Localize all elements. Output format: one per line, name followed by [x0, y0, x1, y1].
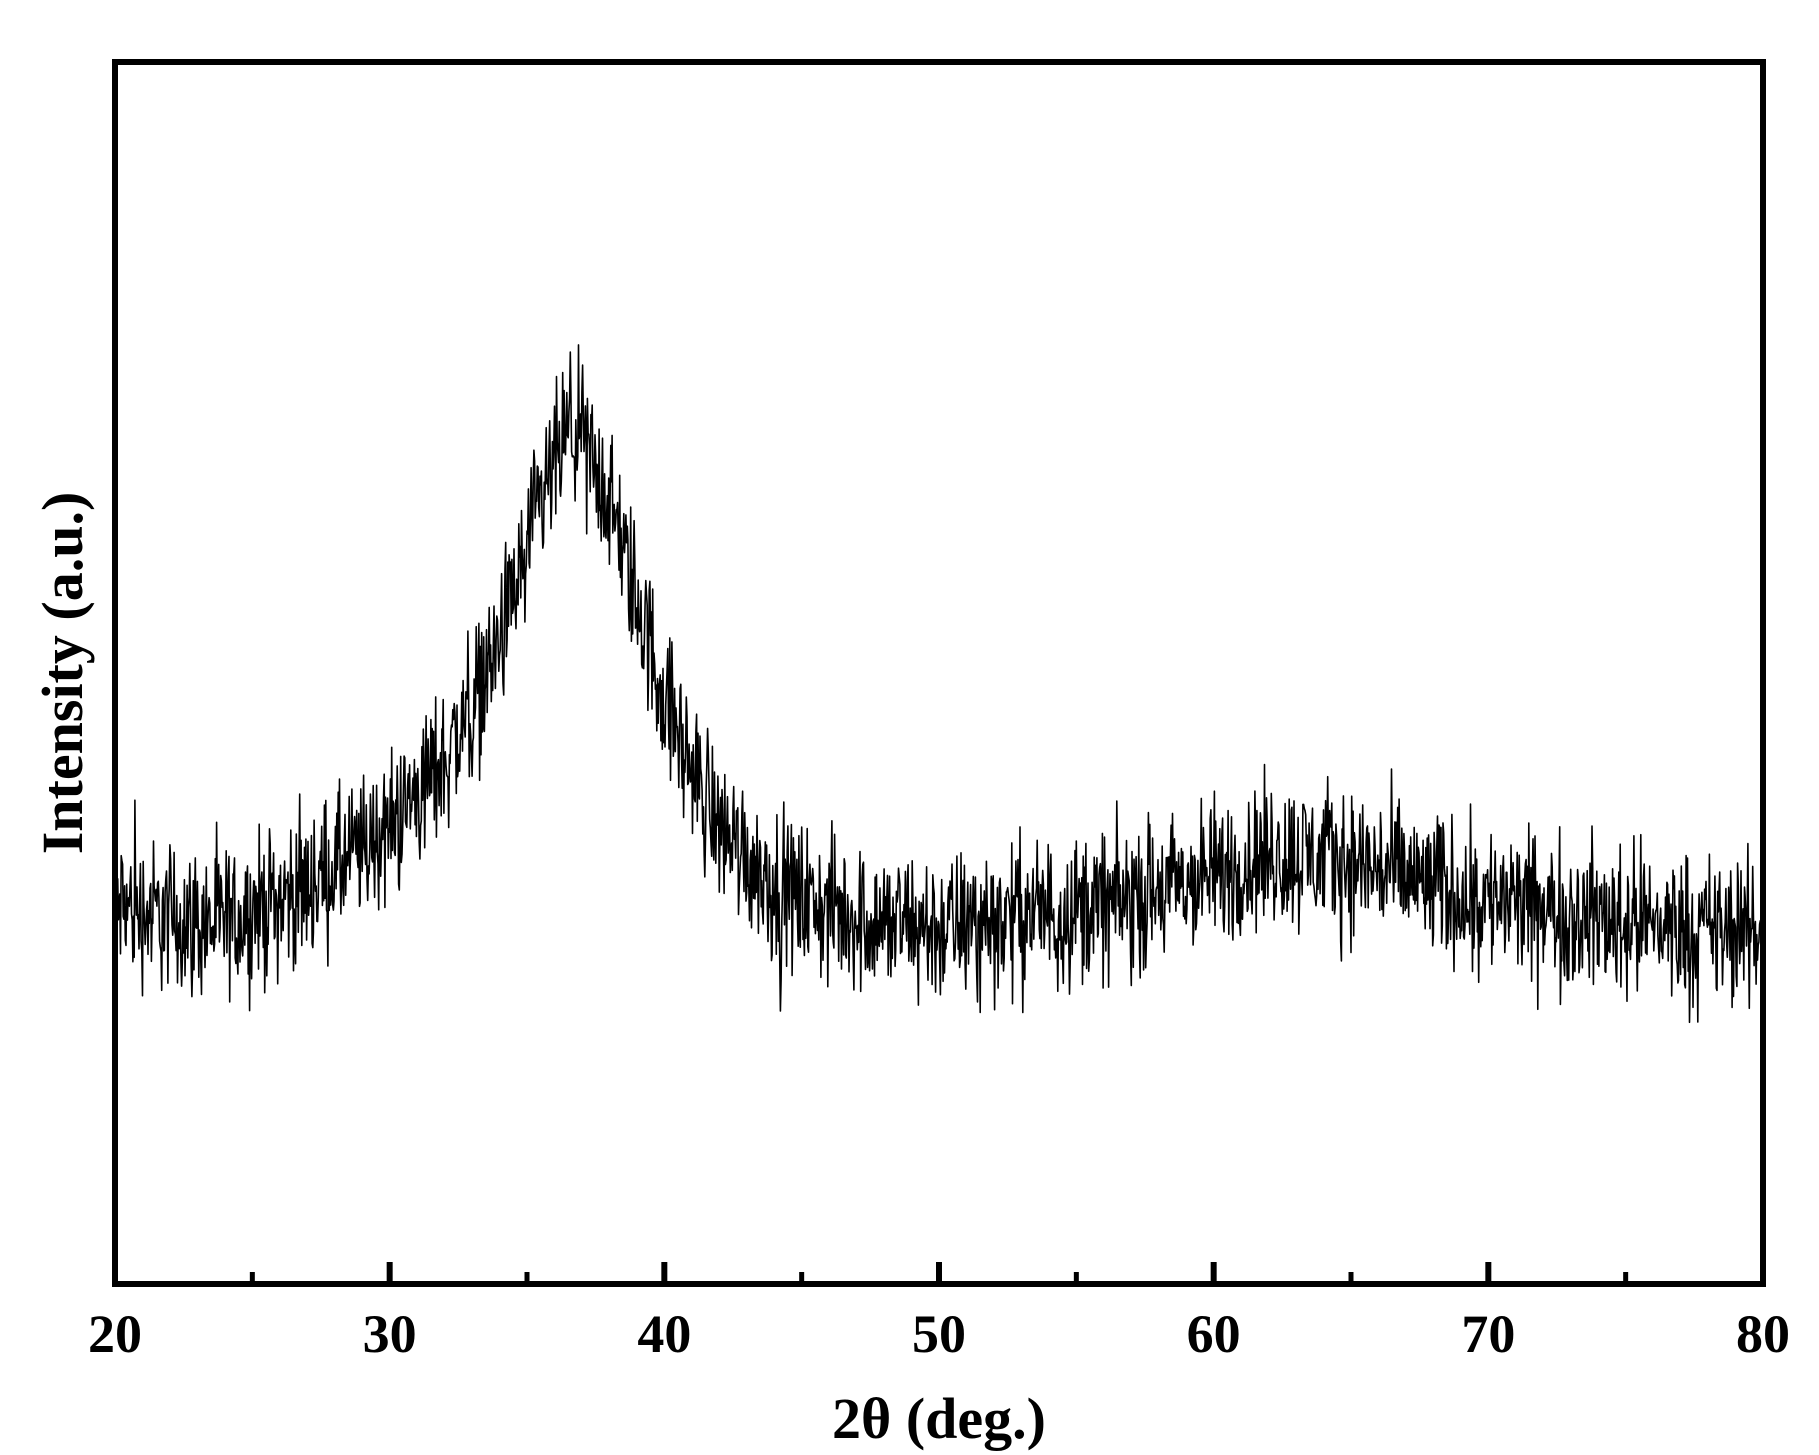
- x-tick-label: 60: [1187, 1304, 1241, 1364]
- x-ticks: [112, 1262, 1766, 1284]
- x-tick-label: 30: [363, 1304, 417, 1364]
- x-axis-label: 2θ (deg.): [832, 1386, 1046, 1451]
- x-tick-label: 70: [1461, 1304, 1515, 1364]
- x-tick-label: 40: [637, 1304, 691, 1364]
- x-tick-labels: 20 30 40 50 60 70 80: [88, 1304, 1790, 1364]
- xrd-pattern-line: [114, 344, 1764, 1024]
- x-tick-label: 20: [88, 1304, 142, 1364]
- y-axis-label: Intensity (a.u.): [30, 492, 95, 855]
- x-tick-label: 50: [912, 1304, 966, 1364]
- x-tick-label: 80: [1736, 1304, 1790, 1364]
- series-layer: [114, 344, 1764, 1024]
